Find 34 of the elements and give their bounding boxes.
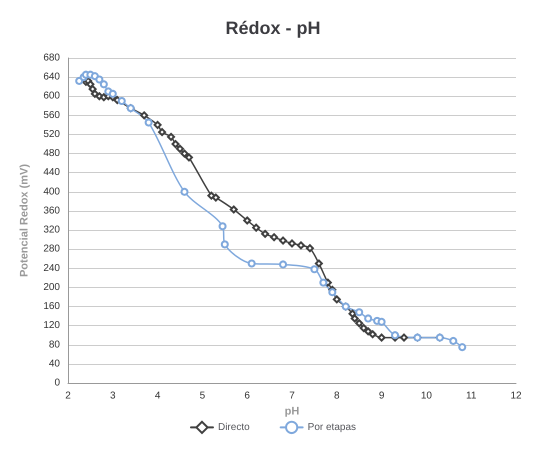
chart-title: Rédox - pH [225,18,321,38]
y-tick-label: 600 [43,90,60,102]
y-tick-label: 200 [43,282,60,293]
y-tick-label: 560 [43,110,60,121]
legend-label: Por etapas [308,422,356,433]
y-tick-label: 640 [43,72,60,83]
x-tick-label: 6 [244,390,250,402]
y-axis-title: Potencial Redox (mV) [18,164,30,278]
x-tick-label: 7 [289,390,296,402]
x-tick-label: 2 [65,390,72,402]
x-tick-label: 11 [466,390,477,402]
y-tick-label: 320 [43,224,60,236]
y-tick-label: 0 [54,378,60,388]
y-tick-label: 80 [48,339,60,350]
y-tick-label: 400 [43,186,60,198]
x-tick-label: 8 [334,390,340,402]
y-tick-label: 520 [43,128,60,140]
y-tick-label: 240 [43,262,60,274]
y-tick-label: 360 [43,205,60,216]
x-tick-label: 10 [420,390,432,402]
x-tick-label: 5 [200,390,206,402]
y-tick-label: 440 [43,167,60,178]
x-tick-label: 3 [110,390,116,402]
x-tick-label: 4 [154,390,161,402]
y-tick-label: 160 [43,301,60,312]
y-tick-label: 40 [48,358,60,370]
legend-label: Directo [218,422,250,433]
x-tick-label: 12 [510,390,522,402]
x-tick-label: 9 [378,390,385,402]
y-tick-label: 120 [43,320,60,332]
y-tick-label: 480 [43,148,60,160]
x-axis-title: pH [284,405,300,418]
y-tick-label: 280 [43,244,60,255]
y-tick-label: 680 [43,52,60,64]
